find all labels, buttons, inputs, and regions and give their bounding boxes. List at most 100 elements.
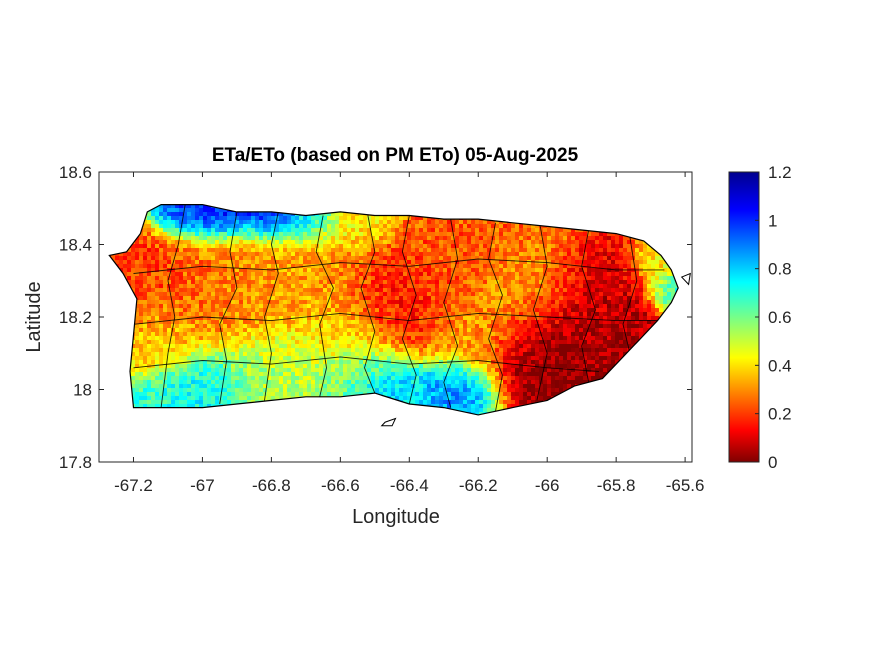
heat-cell: [395, 240, 400, 245]
heat-cell: [207, 216, 212, 221]
heat-cell: [175, 384, 180, 389]
heat-cell: [367, 320, 372, 325]
heat-cell: [423, 336, 428, 341]
heat-cell: [307, 348, 312, 353]
heat-cell: [371, 356, 376, 361]
heat-cell: [395, 316, 400, 321]
heat-cell: [147, 272, 152, 277]
heat-cell: [351, 244, 356, 249]
heat-cell: [159, 260, 164, 265]
heat-cell: [267, 276, 272, 281]
heat-cell: [151, 404, 156, 409]
heat-cell: [163, 264, 168, 269]
heat-cell: [147, 296, 152, 301]
heat-cell: [175, 212, 180, 217]
heat-cell: [359, 224, 364, 229]
heat-cell: [131, 376, 136, 381]
heat-cell: [247, 376, 252, 381]
heat-cell: [303, 388, 308, 393]
heat-cell: [131, 384, 136, 389]
heat-cell: [231, 380, 236, 385]
heat-cell: [427, 272, 432, 277]
heat-cell: [139, 388, 144, 393]
heat-cell: [247, 300, 252, 305]
heat-cell: [151, 356, 156, 361]
heat-cell: [223, 296, 228, 301]
heat-cell: [403, 228, 408, 233]
heat-cell: [239, 212, 244, 217]
heat-cell: [367, 384, 372, 389]
heat-cell: [267, 284, 272, 289]
heat-cell: [263, 372, 268, 377]
heat-cell: [231, 272, 236, 277]
heat-cell: [227, 284, 232, 289]
heat-cell: [447, 336, 452, 341]
heat-cell: [319, 276, 324, 281]
heat-cell: [263, 384, 268, 389]
heat-cell: [295, 272, 300, 277]
heat-cell: [303, 240, 308, 245]
heat-cell: [175, 368, 180, 373]
heat-cell: [211, 292, 216, 297]
heat-cell: [379, 264, 384, 269]
heat-cell: [167, 316, 172, 321]
heat-cell: [299, 312, 304, 317]
heat-cell: [411, 400, 416, 405]
heat-cell: [155, 240, 160, 245]
heat-cell: [239, 344, 244, 349]
heat-cell: [211, 272, 216, 277]
heat-cell: [347, 244, 352, 249]
heat-cell: [143, 280, 148, 285]
heat-cell: [399, 280, 404, 285]
heat-cell: [415, 328, 420, 333]
heat-cell: [303, 348, 308, 353]
heat-cell: [247, 268, 252, 273]
heat-cell: [271, 296, 276, 301]
heat-cell: [147, 232, 152, 237]
heat-cell: [183, 344, 188, 349]
heat-cell: [199, 308, 204, 313]
heat-cell: [163, 296, 168, 301]
heat-cell: [167, 204, 172, 209]
heat-cell: [371, 284, 376, 289]
heat-cell: [339, 340, 344, 345]
heat-cell: [355, 224, 360, 229]
heat-cell: [195, 376, 200, 381]
heat-cell: [227, 380, 232, 385]
heat-cell: [427, 264, 432, 269]
heat-cell: [367, 216, 372, 221]
heat-cell: [139, 272, 144, 277]
heat-cell: [271, 260, 276, 265]
heat-cell: [339, 220, 344, 225]
heat-cell: [291, 380, 296, 385]
heat-cell: [151, 300, 156, 305]
heat-cell: [335, 312, 340, 317]
heat-cell: [275, 352, 280, 357]
heat-cell: [271, 280, 276, 285]
heat-cell: [195, 240, 200, 245]
heat-cell: [187, 400, 192, 405]
heat-cell: [227, 212, 232, 217]
heat-cell: [151, 372, 156, 377]
heat-cell: [283, 260, 288, 265]
heat-cell: [347, 228, 352, 233]
heat-cell: [299, 284, 304, 289]
heat-cell: [403, 232, 408, 237]
heat-cell: [183, 332, 188, 337]
heat-cell: [259, 308, 264, 313]
heat-cell: [395, 296, 400, 301]
heat-cell: [403, 340, 408, 345]
heat-cell: [203, 280, 208, 285]
heat-cell: [355, 348, 360, 353]
heat-cell: [267, 272, 272, 277]
heat-cell: [243, 292, 248, 297]
heat-cell: [319, 316, 324, 321]
heat-cell: [211, 364, 216, 369]
heat-cell: [275, 344, 280, 349]
heat-cell: [383, 368, 388, 373]
heat-cell: [151, 280, 156, 285]
heat-cell: [339, 388, 344, 393]
heat-cell: [187, 368, 192, 373]
heat-cell: [267, 296, 272, 301]
heat-cell: [159, 296, 164, 301]
